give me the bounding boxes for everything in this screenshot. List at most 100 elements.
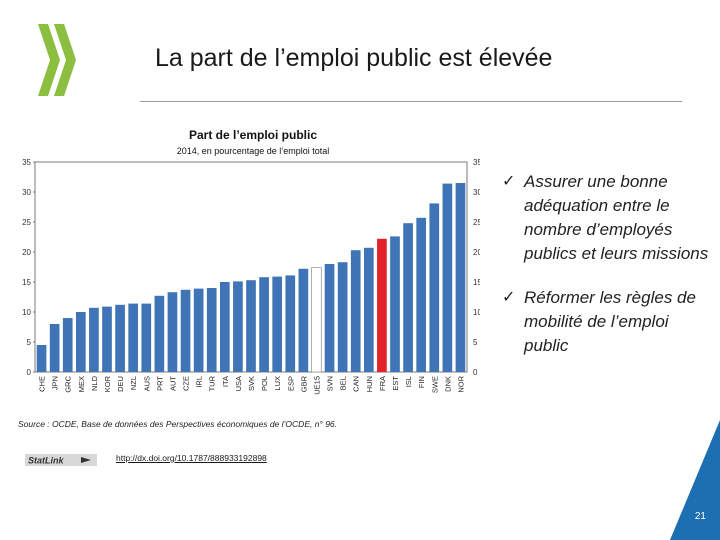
y-tick-label: 20 (22, 248, 31, 257)
bar (298, 268, 309, 372)
bar (141, 303, 152, 372)
logo-chevron-right (54, 24, 76, 96)
y-tick-label: 35 (22, 158, 31, 167)
y-tick-label-right: 35 (473, 158, 480, 167)
title-divider (140, 101, 682, 102)
x-tick-label: KOR (103, 375, 112, 392)
y-axis-left: 0 5 10 15 20 25 30 35 (22, 158, 35, 377)
bar (429, 203, 440, 372)
x-tick-label: SVK (247, 376, 256, 391)
bar (390, 236, 400, 372)
bar (350, 250, 361, 372)
x-tick-label: ISL (404, 376, 413, 387)
bar (75, 312, 86, 372)
bar (377, 238, 387, 372)
x-tick-label: SVN (326, 376, 335, 391)
x-tick-label: PRT (155, 376, 164, 391)
bar (246, 280, 256, 372)
x-tick-label: NZL (129, 376, 138, 390)
x-tick-label: AUT (168, 376, 177, 391)
bar (193, 288, 204, 372)
corner-triangle (670, 420, 720, 540)
x-tick-label: POL (260, 376, 269, 391)
bar (36, 345, 47, 372)
x-tick-label: NOR (456, 375, 465, 392)
statlink-logo-bg (25, 454, 97, 466)
x-tick-label: ITA (221, 376, 230, 387)
bar (167, 292, 178, 372)
statlink-logo: StatLink (25, 454, 97, 466)
x-tick-label: GRC (64, 375, 73, 392)
bullet-list: ✓ Assurer une bonne adéquation entre le … (502, 170, 712, 378)
bar (115, 304, 125, 372)
bar (89, 307, 99, 372)
y-axis-right: 0 5 10 15 20 25 30 35 (473, 158, 480, 377)
bars-group (36, 183, 466, 373)
x-tick-label: MEX (77, 376, 86, 392)
bar (219, 282, 230, 372)
bar (416, 217, 427, 372)
x-tick-label: FRA (378, 376, 387, 391)
x-tick-label: BEL (339, 376, 348, 390)
y-tick-label: 30 (22, 188, 31, 197)
bar (102, 306, 112, 372)
bullet-text: Assurer une bonne adéquation entre le no… (524, 172, 709, 263)
bar (337, 262, 348, 372)
bar (403, 223, 413, 372)
bar (272, 276, 283, 372)
x-tick-label: TUR (208, 375, 217, 391)
y-tick-label-right: 15 (473, 278, 480, 287)
page-number: 21 (694, 511, 706, 522)
check-icon: ✓ (502, 289, 516, 306)
y-tick-label: 15 (22, 278, 31, 287)
y-tick-label: 25 (22, 218, 31, 227)
oecd-logo (38, 24, 76, 96)
x-tick-label: SWE (430, 376, 439, 393)
bar-chart: Part de l’emploi public 2014, en pourcen… (22, 128, 480, 395)
chart-subtitle: 2014, en pourcentage de l’emploi total (177, 146, 330, 156)
bullet-item: ✓ Réformer les règles de mobilité de l’e… (502, 286, 712, 358)
bar (154, 295, 165, 372)
logo-chevron-left (38, 24, 60, 96)
x-tick-label: IRL (195, 376, 204, 388)
bar (180, 289, 191, 372)
bar (285, 275, 296, 372)
x-tick-label: UE15 (312, 376, 321, 395)
x-tick-label: USA (234, 376, 243, 391)
x-tick-label: HUN (365, 376, 374, 392)
y-tick-label-right: 30 (473, 188, 480, 197)
x-axis-labels: CHE JPN GRC MEX NLD KOR DEU NZL AUS PRT AUT CZE IRL T… (38, 375, 466, 394)
x-tick-label: JPN (51, 376, 60, 390)
statlink-arrow-icon (81, 457, 91, 463)
bar (324, 264, 335, 372)
chart-source: Source : OCDE, Base de données des Persp… (18, 419, 338, 429)
x-tick-label: NLD (90, 375, 99, 391)
bar (259, 277, 269, 372)
bar (128, 303, 139, 372)
x-tick-label: DNK (443, 376, 452, 392)
x-tick-label: LUX (273, 376, 282, 391)
y-tick-label: 0 (27, 368, 32, 377)
corner-decoration (670, 420, 720, 540)
check-icon: ✓ (502, 173, 516, 190)
bar (62, 318, 73, 372)
bullet-text: Réformer les règles de mobilité de l’emp… (524, 288, 696, 355)
statlink-logo-text: StatLink (28, 456, 64, 466)
y-tick-label-right: 25 (473, 218, 480, 227)
bar (49, 324, 60, 372)
y-tick-label-right: 0 (473, 368, 478, 377)
x-tick-label: FIN (417, 376, 426, 388)
y-tick-label-right: 5 (473, 338, 478, 347)
x-tick-label: EST (391, 376, 400, 391)
x-tick-label: ESP (286, 376, 295, 391)
bar (233, 281, 243, 372)
x-tick-label: AUS (142, 376, 151, 391)
chart-title: Part de l’emploi public (189, 128, 317, 142)
y-tick-label-right: 10 (473, 308, 480, 317)
y-tick-label: 5 (27, 338, 32, 347)
x-tick-label: CAN (352, 376, 361, 392)
bar (311, 267, 322, 373)
statlink-url[interactable]: http://dx.doi.org/10.1787/888933192898 (116, 453, 267, 463)
x-tick-label: DEU (116, 376, 125, 392)
y-tick-label: 10 (22, 308, 31, 317)
